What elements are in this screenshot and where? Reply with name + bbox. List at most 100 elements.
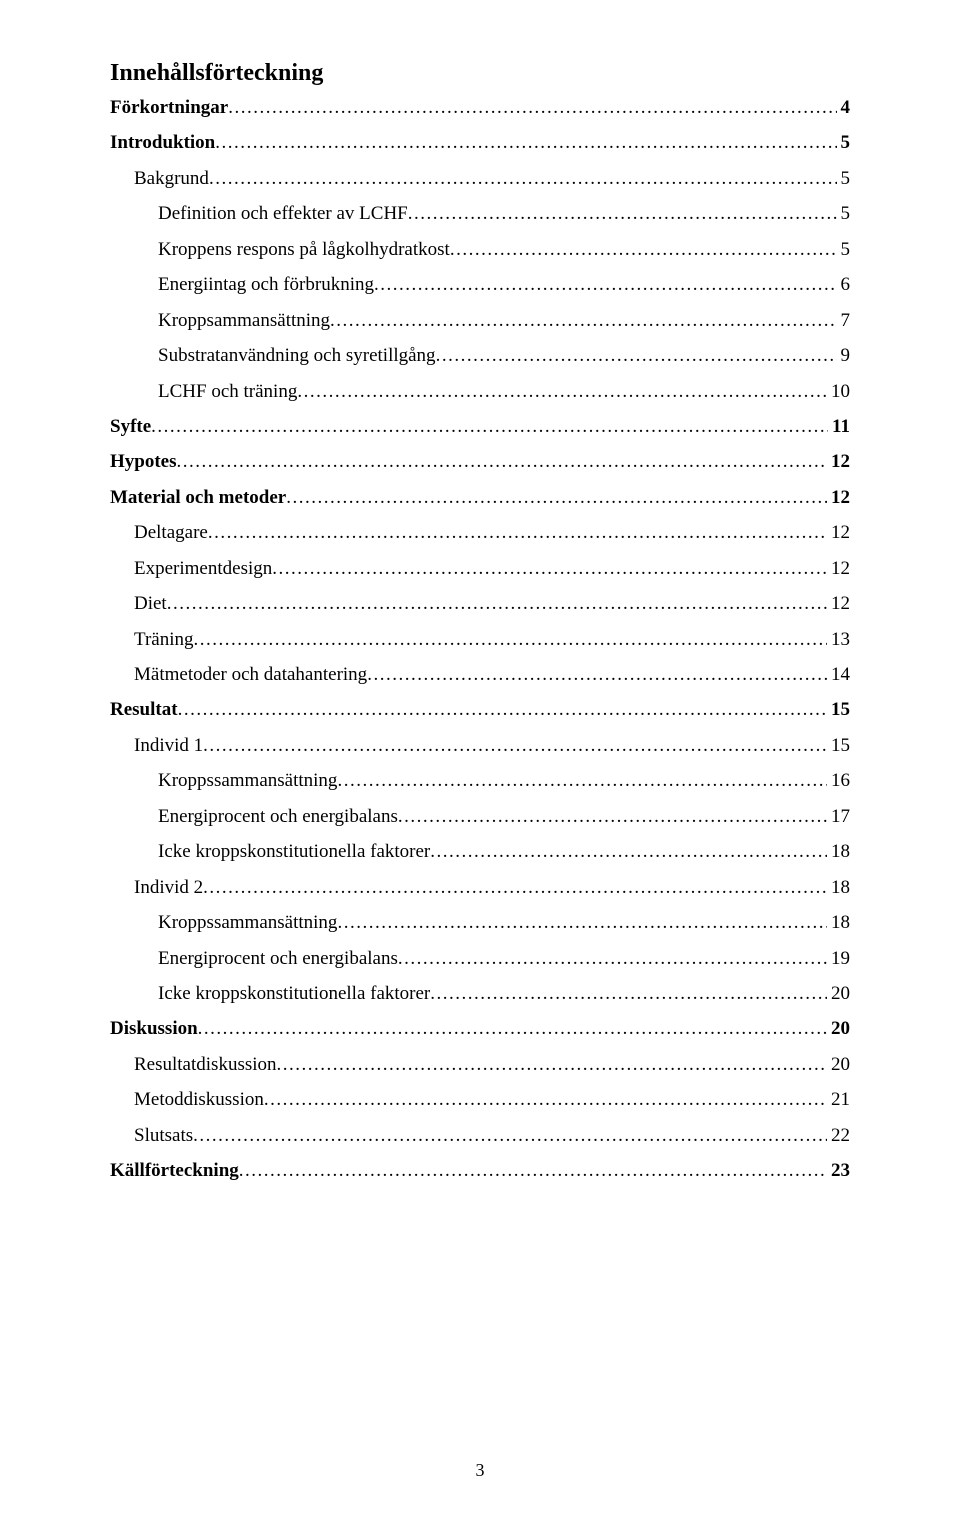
toc-entry-page: 16	[827, 766, 850, 795]
toc-entry-label: LCHF och träning	[158, 377, 297, 406]
toc-entry-page: 9	[837, 341, 851, 370]
toc-entry: Material och metoder 12	[110, 483, 850, 512]
toc-entry-label: Energiprocent och energibalans	[158, 802, 398, 831]
toc-entry-label: Resultatdiskussion	[134, 1050, 277, 1079]
toc-leader-dots	[337, 766, 827, 795]
toc-leader-dots	[203, 873, 827, 902]
toc-entry-label: Mätmetoder och datahantering	[134, 660, 367, 689]
toc-entry-page: 12	[827, 447, 850, 476]
toc-leader-dots	[198, 1014, 827, 1043]
toc-entry: Resultat 15	[110, 695, 850, 724]
toc-entry-label: Bakgrund	[134, 164, 209, 193]
toc-entry: Energiintag och förbrukning 6	[110, 270, 850, 299]
toc-entry-label: Introduktion	[110, 128, 215, 157]
toc-entry-label: Hypotes	[110, 447, 177, 476]
toc-entry-page: 12	[827, 589, 850, 618]
toc-leader-dots	[215, 128, 836, 157]
toc-entry: Energiprocent och energibalans 19	[110, 944, 850, 973]
toc-list: Förkortningar 4Introduktion 5Bakgrund 5D…	[110, 93, 850, 1186]
toc-entry-page: 5	[837, 128, 851, 157]
toc-entry: Kroppssammansättning 16	[110, 766, 850, 795]
toc-entry-page: 7	[837, 306, 851, 335]
toc-entry-page: 12	[827, 518, 850, 547]
toc-entry: Experimentdesign 12	[110, 554, 850, 583]
toc-entry: Definition och effekter av LCHF 5	[110, 199, 850, 228]
toc-entry-label: Icke kroppskonstitutionella faktorer	[158, 837, 430, 866]
toc-entry-page: 5	[837, 164, 851, 193]
toc-entry-label: Kroppsammansättning	[158, 306, 330, 335]
toc-entry-page: 15	[827, 731, 850, 760]
toc-entry-label: Träning	[134, 625, 193, 654]
toc-entry-page: 5	[837, 235, 851, 264]
toc-entry-page: 22	[827, 1121, 850, 1150]
toc-entry-label: Resultat	[110, 695, 178, 724]
toc-entry-label: Metoddiskussion	[134, 1085, 264, 1114]
toc-entry-page: 17	[827, 802, 850, 831]
toc-entry-label: Kroppssammansättning	[158, 908, 337, 937]
toc-entry-label: Kroppens respons på lågkolhydratkost	[158, 235, 450, 264]
toc-leader-dots	[430, 837, 827, 866]
page: Innehållsförteckning Förkortningar 4 Intr…	[0, 0, 960, 1521]
toc-entry-page: 4	[837, 93, 851, 122]
toc-leader-dots	[209, 164, 837, 193]
toc-entry-page: 19	[827, 944, 850, 973]
toc-entry-label: Substratanvändning och syretillgång	[158, 341, 436, 370]
toc-leader-dots	[297, 377, 827, 406]
toc-entry: Metoddiskussion 21	[110, 1085, 850, 1114]
toc-entry-page: 5	[837, 199, 851, 228]
toc-entry-label: Individ 2	[134, 873, 203, 902]
toc-entry-label: Individ 1	[134, 731, 203, 760]
toc-entry-page: 15	[827, 695, 850, 724]
toc-entry-page: 18	[827, 873, 850, 902]
toc-entry-label: Energiintag och förbrukning	[158, 270, 374, 299]
toc-leader-dots	[330, 306, 836, 335]
toc-entry: Källförteckning 23	[110, 1156, 850, 1185]
page-number: 3	[0, 1460, 960, 1481]
toc-entry-page: 11	[828, 412, 850, 441]
toc-entry-label: Diet	[134, 589, 167, 618]
toc-leader-dots	[228, 93, 836, 122]
toc-entry-page: 23	[827, 1156, 850, 1185]
toc-entry: Syfte 11	[110, 412, 850, 441]
toc-entry: Introduktion 5	[110, 128, 850, 157]
toc-leader-dots	[177, 447, 828, 476]
toc-entry: Diet 12	[110, 589, 850, 618]
toc-entry-label: Syfte	[110, 412, 151, 441]
toc-entry-page: 13	[827, 625, 850, 654]
toc-leader-dots	[272, 554, 827, 583]
toc-entry: Mätmetoder och datahantering 14	[110, 660, 850, 689]
toc-leader-dots	[193, 625, 827, 654]
toc-entry: Energiprocent och energibalans 17	[110, 802, 850, 831]
toc-leader-dots	[193, 1121, 827, 1150]
toc-leader-dots	[408, 199, 837, 228]
toc-entry: Diskussion 20	[110, 1014, 850, 1043]
toc-entry-label: Diskussion	[110, 1014, 198, 1043]
toc-entry: Bakgrund 5	[110, 164, 850, 193]
toc-entry-label: Kroppssammansättning	[158, 766, 337, 795]
toc-entry-label: Definition och effekter av LCHF	[158, 199, 408, 228]
toc-entry: Individ 2 18	[110, 873, 850, 902]
toc-entry: Icke kroppskonstitutionella faktorer 20	[110, 979, 850, 1008]
toc-leader-dots	[151, 412, 828, 441]
toc-entry-label: Källförteckning	[110, 1156, 239, 1185]
toc-entry: Kroppens respons på lågkolhydratkost 5	[110, 235, 850, 264]
toc-entry: Förkortningar 4	[110, 93, 850, 122]
toc-entry-page: 20	[827, 1050, 850, 1079]
toc-entry-page: 14	[827, 660, 850, 689]
toc-entry: Kroppsammansättning 7	[110, 306, 850, 335]
toc-leader-dots	[203, 731, 827, 760]
toc-leader-dots	[264, 1085, 827, 1114]
toc-entry-page: 12	[827, 554, 850, 583]
toc-entry: Deltagare 12	[110, 518, 850, 547]
toc-entry-page: 18	[827, 908, 850, 937]
toc-entry: Kroppssammansättning 18	[110, 908, 850, 937]
toc-entry-page: 10	[827, 377, 850, 406]
toc-leader-dots	[239, 1156, 827, 1185]
toc-leader-dots	[286, 483, 827, 512]
toc-entry-label: Experimentdesign	[134, 554, 272, 583]
toc-entry: Träning 13	[110, 625, 850, 654]
toc-title: Innehållsförteckning	[110, 60, 850, 87]
toc-entry: Individ 1 15	[110, 731, 850, 760]
toc-entry: LCHF och träning 10	[110, 377, 850, 406]
toc-leader-dots	[436, 341, 837, 370]
